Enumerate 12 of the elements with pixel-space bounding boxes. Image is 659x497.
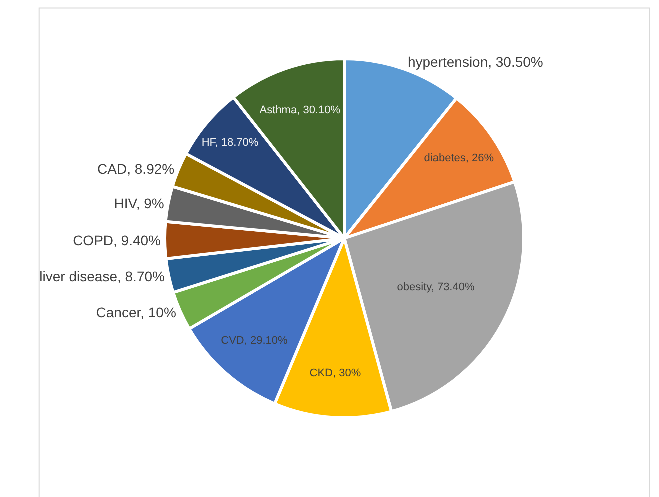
slice-label: CVD, 29.10% [221,334,288,347]
slice-label: HF, 18.70% [202,136,259,149]
slice-label: hypertension, 30.50% [408,54,544,70]
slice-label: CKD, 30% [310,368,362,380]
slice-label: COPD, 9.40% [73,232,162,248]
slice-label: liver disease, 8.70% [40,268,165,284]
slice-label: diabetes, 26% [424,152,494,165]
slice-label: HIV, 9% [114,196,164,212]
slice-label: CAD, 8.92% [98,160,175,177]
slice-label: Asthma, 30.10% [260,104,341,117]
slice-label: Cancer, 10% [96,304,176,321]
slice-label: obesity, 73.40% [397,282,475,294]
